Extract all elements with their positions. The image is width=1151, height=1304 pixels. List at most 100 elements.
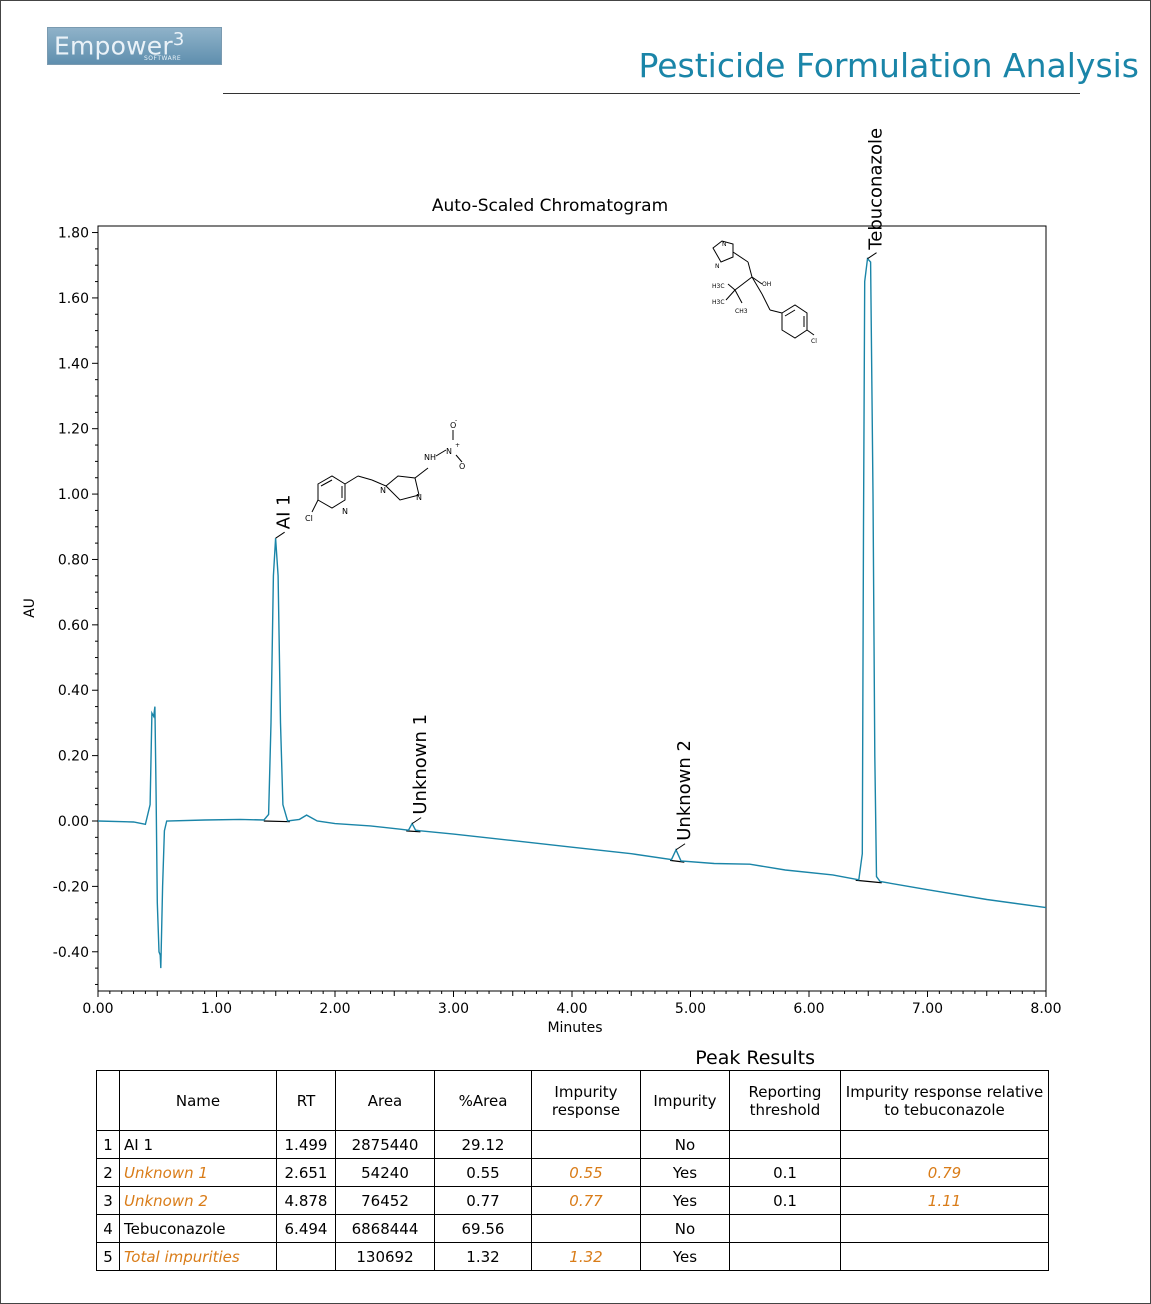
header-rt: RT [276, 1070, 336, 1131]
cell-imp-resp: 1.32 [531, 1242, 641, 1271]
cell-impurity: No [640, 1214, 730, 1243]
y-tick-label: 0.00 [58, 814, 89, 830]
x-tick-label: 7.00 [912, 1001, 943, 1017]
x-axis: 0.00 1.00 2.00 3.00 4.00 5.00 6.00 7.00 8.00 [82, 991, 1062, 1017]
y-tick-label: 1.60 [58, 291, 89, 307]
page-title: Pesticide Formulation Analysis [638, 46, 1139, 85]
atom-cl: Cl [305, 514, 313, 523]
cell-imp-resp: 0.55 [531, 1158, 641, 1187]
plot-frame [97, 225, 1047, 992]
cell-impurity: No [640, 1130, 730, 1159]
cell-rt: 2.651 [276, 1158, 336, 1187]
atom-nh: NH [424, 453, 436, 462]
peak-labels: AI 1 Unknown 1 Unknown 2 Tebuconazole [274, 128, 887, 851]
cell-threshold: 0.1 [729, 1186, 841, 1215]
header-name: Name [119, 1070, 277, 1131]
cell-name: Unknown 1 [119, 1158, 277, 1187]
chromatogram-trace [97, 257, 1047, 969]
atom-oh: OH [762, 281, 771, 288]
cell-rt [276, 1242, 336, 1271]
peak-label-leader [275, 531, 285, 539]
cell-imp-resp [531, 1214, 641, 1243]
x-tick-label: 1.00 [201, 1001, 232, 1017]
cell-pct: 1.32 [434, 1242, 532, 1271]
table-row: 3 Unknown 2 4.878 76452 0.77 0.77 Yes 0.1 1.11 [96, 1186, 1049, 1215]
cell-imp-resp [531, 1130, 641, 1159]
header-impurity: Impurity [640, 1070, 730, 1131]
table-row: 4 Tebuconazole 6.494 6868444 69.56 No [96, 1214, 1049, 1243]
atom-o-right: O [459, 462, 465, 471]
tebuconazole-structure [712, 240, 815, 339]
peak-label: AI 1 [274, 494, 295, 529]
cell-idx: 5 [96, 1242, 120, 1271]
x-tick-label: 8.00 [1030, 1001, 1061, 1017]
atom-n-triazole1: N [722, 241, 727, 248]
peak-baseline [855, 879, 882, 884]
cell-name: AI 1 [119, 1130, 277, 1159]
peak-label: Unknown 1 [410, 714, 431, 815]
x-tick-label: 3.00 [438, 1001, 469, 1017]
x-axis-label: Minutes [547, 1020, 602, 1036]
y-axis-label: AU [22, 598, 38, 618]
atom-h3c-1: H3C [712, 283, 725, 290]
atom-n-ring: N [380, 486, 386, 495]
cell-rel: 1.11 [840, 1186, 1049, 1215]
chromatogram-chart: Auto-Scaled Chromatogram -0.40-0.200.000… [22, 128, 1062, 1036]
cell-area: 2875440 [335, 1130, 435, 1159]
logo-text: Empower [54, 31, 173, 61]
x-tick-label: 2.00 [319, 1001, 350, 1017]
cell-name: Unknown 2 [119, 1186, 277, 1215]
table-row: 2 Unknown 1 2.651 54240 0.55 0.55 Yes 0.1 0.79 [96, 1158, 1049, 1187]
cell-rel: 0.79 [840, 1158, 1049, 1187]
x-tick-label: 5.00 [675, 1001, 706, 1017]
peak-label-leader [867, 252, 877, 260]
y-axis: -0.40 -0.20 0.00 0.20 0.40 0.60 0.80 1.00 1.20 1.… [53, 226, 98, 985]
x-tick-label: 4.00 [556, 1001, 587, 1017]
cell-threshold [729, 1242, 841, 1271]
cell-pct: 29.12 [434, 1130, 532, 1159]
cell-idx: 2 [96, 1158, 120, 1187]
cell-name: Tebuconazole [119, 1214, 277, 1243]
atom-h3c-2: H3C [712, 299, 725, 306]
y-tick-label: 1.20 [58, 422, 89, 438]
logo-subtitle: SOFTWARE [144, 55, 182, 62]
peak-baseline [670, 859, 685, 863]
cell-rel [840, 1214, 1049, 1243]
atom-n-triazole2: N [715, 263, 720, 270]
cell-pct: 0.77 [434, 1186, 532, 1215]
cell-name: Total impurities [119, 1242, 277, 1271]
ai1-structure [311, 430, 463, 513]
atom-o-top: O [450, 421, 456, 430]
cell-impurity: Yes [640, 1242, 730, 1271]
cell-idx: 4 [96, 1214, 120, 1243]
peak-label-leader [411, 817, 422, 825]
peak-label: Tebuconazole [866, 128, 887, 251]
y-tick-label: -0.20 [53, 879, 89, 895]
peak-baseline [406, 830, 421, 833]
cell-area: 76452 [335, 1186, 435, 1215]
header-impurity-response: Impurity response [531, 1070, 641, 1131]
cell-idx: 1 [96, 1130, 120, 1159]
atom-cl-teb: Cl [811, 338, 817, 345]
cell-rel [840, 1242, 1049, 1271]
tebuconazole-structure-atoms: N N OH H3C H3C CH3 Cl [712, 241, 817, 345]
x-tick-label: 0.00 [82, 1001, 113, 1017]
y-tick-label: 0.80 [58, 552, 89, 568]
cell-rt: 1.499 [276, 1130, 336, 1159]
charge-minus: - [455, 417, 457, 424]
cell-pct: 0.55 [434, 1158, 532, 1187]
cell-area: 6868444 [335, 1214, 435, 1243]
table-body: 1 AI 1 1.499 2875440 29.12 No 2 Unknown 1 2.651 5… [96, 1130, 1049, 1271]
cell-threshold: 0.1 [729, 1158, 841, 1187]
chart-title: Auto-Scaled Chromatogram [432, 196, 668, 216]
cell-pct: 69.56 [434, 1214, 532, 1243]
x-tick-label: 6.00 [793, 1001, 824, 1017]
header-pct-area: %Area [434, 1070, 532, 1131]
cell-area: 54240 [335, 1158, 435, 1187]
header-index [96, 1070, 120, 1131]
ai1-structure-atoms: Cl N N N NH N O O + - [305, 417, 465, 523]
cell-threshold [729, 1130, 841, 1159]
empower-logo: Empower3 SOFTWARE [47, 27, 222, 65]
header-reporting-threshold: Reporting threshold [729, 1070, 841, 1131]
cell-rt: 6.494 [276, 1214, 336, 1243]
